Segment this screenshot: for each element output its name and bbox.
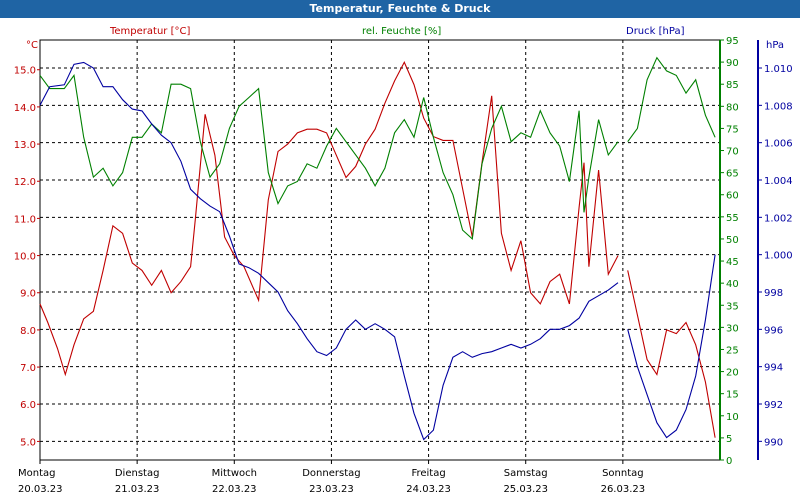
x-tick-date-label: 21.03.23 xyxy=(115,484,160,495)
x-tick-date-label: 22.03.23 xyxy=(212,484,257,495)
humidity-tick-label: 90 xyxy=(726,58,739,69)
humidity-tick-label: 70 xyxy=(726,147,739,158)
series-line-pressure xyxy=(39,61,619,441)
temperature-tick-label: 12.0 xyxy=(14,177,36,188)
humidity-tick-label: 0 xyxy=(726,456,732,467)
humidity-tick-label: 20 xyxy=(726,368,739,379)
pressure-tick-label: 998 xyxy=(764,288,783,299)
x-tick-date-label: 26.03.23 xyxy=(601,484,646,495)
x-tick-day-label: Sonntag xyxy=(602,468,644,479)
x-tick-day-label: Montag xyxy=(18,468,55,479)
humidity-tick-label: 95 xyxy=(726,36,739,47)
pressure-tick-label: 1.004 xyxy=(764,176,793,187)
humidity-tick-label: 80 xyxy=(726,102,739,113)
temperature-tick-label: 5.0 xyxy=(20,437,36,448)
x-tick-date-label: 20.03.23 xyxy=(18,484,63,495)
series-line-humidity xyxy=(39,74,619,241)
humidity-tick-label: 60 xyxy=(726,191,739,202)
pressure-tick-label: 1.002 xyxy=(764,213,793,224)
labels: Montag 20.03.23 Dienstag 21.03.23 Mittwoch 22… xyxy=(14,26,793,495)
humidity-tick-label: 40 xyxy=(726,279,739,290)
humidity-tick-label: 85 xyxy=(726,80,739,91)
pressure-tick-label: 990 xyxy=(764,437,783,448)
humidity-tick-label: 25 xyxy=(726,345,739,356)
series-line-temperature xyxy=(39,61,619,377)
pressure-tick-label: 996 xyxy=(764,325,783,336)
humidity-series-label: rel. Feuchte [%] xyxy=(362,26,441,37)
x-tick-date-label: 23.03.23 xyxy=(309,484,354,495)
pressure-tick-label: 992 xyxy=(764,400,783,411)
pressure-tick-label: 1.000 xyxy=(764,251,793,262)
temperature-tick-label: 9.0 xyxy=(20,289,36,300)
x-tick-day-label: Mittwoch xyxy=(212,468,257,479)
humidity-tick-label: 50 xyxy=(726,235,739,246)
x-tick-day-label: Freitag xyxy=(411,468,445,479)
plot-frame xyxy=(39,39,721,461)
temperature-tick-label: 10.0 xyxy=(14,252,36,263)
chart-area: Montag 20.03.23 Dienstag 21.03.23 Mittwoch 22… xyxy=(14,26,793,495)
pressure-tick-label: 994 xyxy=(764,363,783,374)
pressure-tick-label: 1.006 xyxy=(764,139,793,150)
temperature-series-label: Temperatur [°C] xyxy=(109,26,190,37)
series-line-pressure xyxy=(627,254,716,439)
temperature-tick-label: 15.0 xyxy=(14,66,36,77)
humidity-tick-label: 45 xyxy=(726,257,739,268)
humidity-tick-label: 10 xyxy=(726,412,739,423)
humidity-tick-label: 30 xyxy=(726,323,739,334)
temperature-tick-label: 6.0 xyxy=(20,400,36,411)
temperature-unit-label: °C xyxy=(26,40,38,51)
temperature-tick-label: 13.0 xyxy=(14,140,36,151)
pressure-series-label: Druck [hPa] xyxy=(626,26,685,37)
humidity-tick-label: 75 xyxy=(726,124,739,135)
humidity-tick-label: 35 xyxy=(726,301,739,312)
series-line-humidity xyxy=(627,56,716,143)
chart-title: Temperatur, Feuchte & Druck xyxy=(0,0,800,18)
pressure-tick-label: 1.010 xyxy=(764,64,793,75)
humidity-tick-label: 15 xyxy=(726,390,739,401)
series xyxy=(39,56,716,441)
series-line-temperature xyxy=(627,270,716,438)
temperature-tick-label: 11.0 xyxy=(14,214,36,225)
humidity-tick-label: 65 xyxy=(726,169,739,180)
grid xyxy=(40,40,720,460)
humidity-tick-label: 55 xyxy=(726,213,739,224)
x-tick-date-label: 25.03.23 xyxy=(503,484,548,495)
pressure-tick-label: 1.008 xyxy=(764,101,793,112)
x-tick-day-label: Samstag xyxy=(504,468,548,479)
x-tick-day-label: Dienstag xyxy=(115,468,160,479)
x-tick-day-label: Donnerstag xyxy=(302,468,360,479)
pressure-unit-label: hPa xyxy=(766,40,784,51)
temperature-tick-label: 8.0 xyxy=(20,326,36,337)
x-tick-date-label: 24.03.23 xyxy=(406,484,451,495)
temperature-tick-label: 7.0 xyxy=(20,363,36,374)
axes xyxy=(37,39,762,464)
temperature-tick-label: 14.0 xyxy=(14,103,36,114)
humidity-tick-label: 5 xyxy=(726,434,732,445)
